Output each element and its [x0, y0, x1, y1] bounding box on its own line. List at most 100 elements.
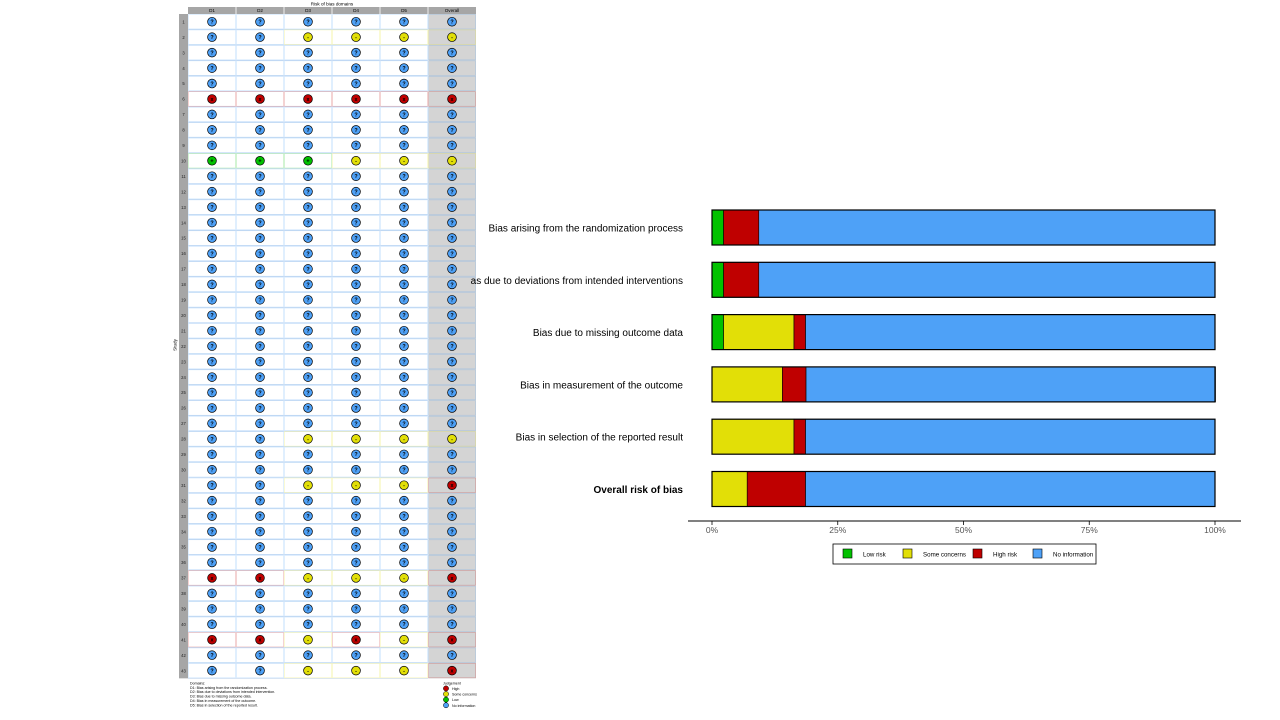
cell-border	[284, 477, 332, 493]
cell-border	[188, 199, 236, 215]
study-label: 18	[181, 282, 186, 287]
domain-description: D2: Bias due to deviations from intended…	[190, 690, 275, 694]
judgement-dot: x	[399, 94, 409, 104]
svg-text:?: ?	[210, 66, 213, 72]
judgement-dot: ?	[207, 109, 217, 120]
judgement-dot: ?	[303, 542, 313, 552]
judgement-dot: ?	[207, 434, 217, 444]
cell-border	[380, 524, 428, 540]
cell-border	[332, 338, 380, 354]
svg-text:?: ?	[258, 591, 261, 597]
judgement-dot: ?	[399, 109, 409, 120]
svg-text:?: ?	[402, 360, 405, 366]
study-label: 31	[181, 483, 186, 488]
judgement-dot: x	[447, 573, 457, 583]
judgement-dot: ?	[351, 310, 361, 321]
svg-text:High risk: High risk	[993, 552, 1018, 559]
y-axis-label: Study	[173, 338, 178, 350]
cell-border	[332, 524, 380, 540]
study-label: 38	[181, 591, 186, 596]
svg-text:?: ?	[354, 607, 357, 613]
svg-text:?: ?	[354, 174, 357, 180]
judgement-dot: ?	[447, 264, 457, 274]
judgement-dot: ?	[255, 171, 265, 181]
judgement-dot: ?	[447, 403, 457, 413]
cell-border	[428, 184, 476, 200]
svg-text:?: ?	[354, 20, 357, 26]
svg-text:?: ?	[210, 174, 213, 180]
judgement-dot: ?	[255, 526, 265, 537]
cell-border	[284, 601, 332, 617]
svg-text:?: ?	[402, 267, 405, 273]
judgement-dot: ?	[399, 295, 409, 305]
svg-text:?: ?	[210, 390, 213, 396]
judgement-dot: ?	[255, 434, 265, 444]
cell-border	[188, 276, 236, 292]
svg-text:?: ?	[402, 205, 405, 211]
cell-border	[236, 153, 284, 169]
judgement-legend-item: Some concerns	[443, 691, 477, 697]
svg-text:?: ?	[210, 298, 213, 304]
svg-text:-: -	[403, 576, 405, 582]
cell-border	[236, 29, 284, 45]
cell-border	[332, 415, 380, 431]
bar-segment	[711, 418, 795, 455]
cell-border	[380, 215, 428, 231]
judgement-dot: ?	[255, 16, 265, 27]
cell-border	[428, 493, 476, 509]
bar-segment	[793, 314, 806, 350]
judgement-dot: -	[351, 32, 361, 42]
judgement-dot: ?	[303, 125, 313, 135]
cell-border	[236, 91, 284, 107]
study-label: 1	[182, 19, 185, 24]
svg-text:?: ?	[210, 437, 213, 443]
cell-border	[188, 153, 236, 169]
cell-border	[332, 647, 380, 663]
cell-border	[428, 60, 476, 76]
judgement-dot: ?	[351, 526, 361, 537]
cell-border	[380, 307, 428, 323]
judgement-dot: ?	[351, 186, 361, 197]
bar-segment	[723, 209, 760, 246]
study-label: 40	[181, 622, 186, 627]
domain-description: D1: Bias arising from the randomization …	[190, 686, 268, 690]
judgement-dot: ?	[399, 47, 409, 58]
cell-border	[284, 431, 332, 447]
study-label: 3	[182, 50, 185, 55]
svg-text:?: ?	[450, 622, 453, 628]
cell-border	[284, 91, 332, 107]
cell-border	[236, 76, 284, 92]
svg-text:x: x	[451, 97, 454, 103]
judgement-dot: ?	[207, 650, 217, 660]
judgement-dot: ?	[255, 557, 265, 568]
judgement-dot: ?	[207, 295, 217, 305]
cell-border	[428, 369, 476, 385]
judgement-dot: x	[207, 94, 217, 104]
judgement-dot: ?	[351, 279, 361, 290]
svg-text:?: ?	[258, 112, 261, 118]
judgement-dot: ?	[255, 650, 265, 660]
judgement-dot: ?	[351, 604, 361, 614]
cell-border	[188, 415, 236, 431]
svg-text:?: ?	[258, 360, 261, 366]
svg-text:?: ?	[354, 298, 357, 304]
judgement-dot: x	[447, 634, 457, 645]
cell-border	[188, 91, 236, 107]
cell-border	[284, 323, 332, 339]
cell-border	[188, 400, 236, 416]
svg-text:?: ?	[210, 329, 213, 335]
svg-text:?: ?	[402, 298, 405, 304]
svg-text:?: ?	[210, 81, 213, 87]
judgement-dot: ?	[207, 202, 217, 212]
cell-border	[428, 601, 476, 617]
svg-text:?: ?	[306, 360, 309, 366]
cell-border	[188, 122, 236, 138]
judgement-dot: -	[399, 32, 409, 42]
judgement-dot: ?	[207, 449, 217, 460]
study-label: 7	[182, 112, 185, 117]
cell-border	[284, 616, 332, 632]
svg-text:-: -	[307, 483, 309, 489]
study-label: 15	[181, 236, 186, 241]
study-label: 20	[181, 313, 186, 318]
svg-text:?: ?	[354, 653, 357, 659]
